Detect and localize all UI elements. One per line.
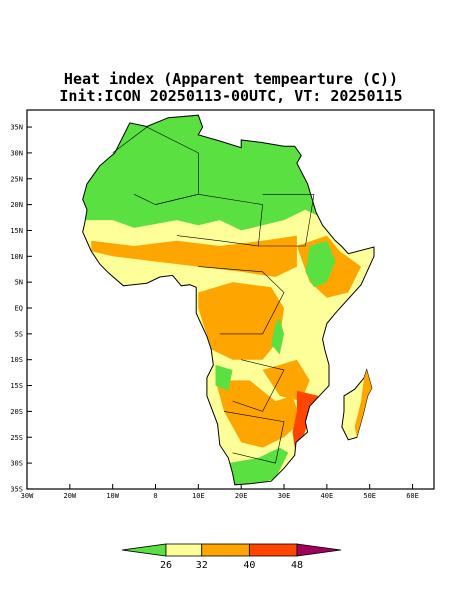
colorbar-box [201, 543, 250, 557]
border [112, 126, 199, 205]
lon-label: 20W [63, 492, 76, 500]
map-frame [26, 109, 435, 490]
climate-zone [215, 380, 302, 448]
title-line2: Init:ICON 20250113-00UTC, VT: 20250115 [59, 87, 402, 105]
map [82, 114, 375, 486]
lat-label: 15N [10, 227, 23, 235]
climate-zone [305, 240, 336, 288]
lat-label: 25N [10, 175, 23, 183]
lon-label: 20E [235, 492, 248, 500]
border [155, 193, 263, 247]
lon-label: 30W [21, 492, 34, 500]
lat-label: 20N [10, 201, 23, 209]
lat-label: 5N [15, 279, 23, 287]
lat-label: 10N [10, 253, 23, 261]
lat-label: 15S [10, 382, 23, 390]
colorbar-box [248, 543, 298, 557]
border [232, 359, 285, 412]
coastline [82, 114, 375, 486]
lon-label: 60E [406, 492, 419, 500]
lat-label: 20S [10, 408, 23, 416]
lon-label: 40E [321, 492, 334, 500]
lon-label: 50E [363, 492, 376, 500]
lat-label: 30S [10, 460, 23, 468]
lon-label: 10E [192, 492, 205, 500]
lat-label: EQ [15, 305, 23, 313]
lat-label: 5S [15, 330, 23, 338]
lat-label: 35N [10, 124, 23, 132]
lat-label: 30N [10, 149, 23, 157]
lat-label: 35S [10, 485, 23, 493]
climate-zone [262, 359, 310, 402]
climate-zone [198, 282, 284, 360]
lat-label: 10S [10, 356, 23, 364]
climate-zone [91, 235, 297, 277]
colorbar-label: 32 [196, 560, 208, 571]
lat-label: 25S [10, 434, 23, 442]
colorbar-label: 26 [160, 560, 172, 571]
colorbar: 26 32 40 48 [121, 543, 342, 571]
border [223, 411, 285, 464]
lon-label: 10W [106, 492, 119, 500]
climate-zone [271, 318, 284, 355]
border [258, 194, 315, 247]
colorbar-high [296, 543, 342, 557]
climate-zone [219, 447, 289, 485]
lon-label: 0 [153, 492, 157, 500]
title-line1: Heat index (Apparent tempearture (C)) [64, 70, 398, 88]
colorbar-label: 48 [291, 560, 303, 571]
lon-label: 30E [278, 492, 291, 500]
colorbar-label: 40 [243, 560, 255, 571]
climate-zone [215, 364, 233, 391]
colorbar-box [165, 543, 203, 557]
border [198, 266, 285, 335]
madagascar-east [354, 370, 372, 438]
